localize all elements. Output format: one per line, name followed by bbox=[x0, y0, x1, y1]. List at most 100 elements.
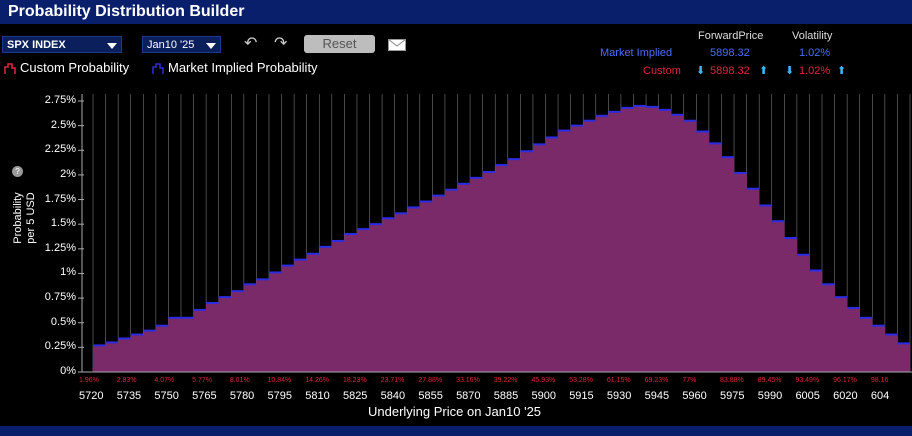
symbol-select[interactable]: SPX INDEX bbox=[2, 36, 122, 53]
legend-market-label: Market Implied Probability bbox=[168, 60, 318, 75]
probability-bar bbox=[306, 253, 320, 372]
probability-bar bbox=[130, 334, 144, 372]
cumulative-label: 77% bbox=[682, 377, 697, 384]
probability-bar bbox=[382, 218, 395, 372]
y-axis-title-line1: Probability bbox=[12, 192, 24, 244]
forward-header: ForwardPrice bbox=[698, 30, 764, 42]
probability-bar bbox=[105, 342, 119, 372]
probability-bar bbox=[771, 221, 785, 372]
mail-icon[interactable] bbox=[388, 38, 406, 56]
market-volatility: 1.02% bbox=[799, 47, 831, 59]
cumulative-label: 2.83% bbox=[116, 377, 137, 384]
cumulative-label: 33.16% bbox=[456, 377, 480, 384]
toolbar: SPX INDEX Jan10 '25 ↶ ↷ Reset Custom Pro… bbox=[0, 28, 912, 88]
x-tick-label: 5765 bbox=[192, 390, 217, 402]
probability-bar bbox=[595, 115, 609, 373]
x-tick-label: 5840 bbox=[380, 390, 406, 402]
market-bars-icon bbox=[152, 63, 164, 74]
arrow-down-icon[interactable]: ⬇ bbox=[696, 65, 706, 77]
x-tick-label: 5975 bbox=[720, 390, 745, 402]
probability-bar bbox=[457, 183, 471, 372]
probability-bar bbox=[884, 334, 898, 372]
probability-bar bbox=[847, 307, 861, 372]
chevron-down-icon bbox=[107, 43, 117, 49]
cumulative-label: 96.17% bbox=[833, 377, 857, 384]
y-tick-label: 1.75% bbox=[44, 192, 76, 205]
y-tick-label: 0.75% bbox=[44, 291, 76, 304]
x-tick-label: 5885 bbox=[493, 390, 519, 402]
probability-bar bbox=[444, 189, 458, 372]
probability-bar bbox=[759, 205, 773, 372]
cumulative-label: 8.01% bbox=[229, 377, 250, 384]
probability-bar bbox=[834, 297, 848, 372]
chevron-down-icon bbox=[206, 43, 216, 49]
cumulative-label: 93.49% bbox=[795, 377, 820, 384]
x-tick-label: 5900 bbox=[531, 390, 556, 402]
cumulative-label: 69.23% bbox=[644, 377, 669, 384]
probability-bar bbox=[784, 237, 798, 372]
probability-bar bbox=[432, 195, 446, 372]
probability-bar bbox=[683, 120, 697, 372]
probability-bar bbox=[180, 317, 194, 372]
probability-bar bbox=[356, 229, 370, 372]
cumulative-label: 45.93% bbox=[531, 377, 556, 384]
cumulative-label: 61.15% bbox=[606, 377, 631, 384]
undo-icon[interactable]: ↶ bbox=[244, 35, 258, 52]
probability-bar bbox=[570, 125, 584, 373]
probability-bar bbox=[331, 240, 345, 372]
x-tick-label: 6020 bbox=[833, 390, 858, 402]
probability-bar bbox=[507, 159, 521, 372]
y-tick-label: 0.5% bbox=[50, 315, 76, 328]
probability-bar bbox=[206, 303, 219, 372]
probability-bar bbox=[734, 172, 747, 372]
probability-bar bbox=[256, 279, 270, 372]
cumulative-label: 53.28% bbox=[569, 377, 593, 384]
probability-bar bbox=[118, 338, 132, 372]
arrow-up-icon[interactable]: ⬆ bbox=[837, 65, 847, 77]
probability-bar bbox=[721, 157, 735, 372]
probability-bar bbox=[231, 291, 245, 372]
probability-bar bbox=[143, 330, 157, 372]
x-tick-label: 5930 bbox=[606, 390, 632, 402]
probability-bar bbox=[294, 259, 307, 372]
volatility-header: Volatility bbox=[792, 30, 833, 42]
probability-bar bbox=[407, 207, 421, 372]
custom-volatility[interactable]: 1.02% bbox=[799, 65, 831, 77]
cumulative-label: 5.77% bbox=[192, 377, 212, 384]
custom-forward[interactable]: 5898.32 bbox=[710, 65, 750, 77]
x-tick-label: 5915 bbox=[569, 390, 594, 402]
help-icon[interactable]: ? bbox=[12, 166, 23, 177]
redo-icon[interactable]: ↷ bbox=[274, 35, 288, 52]
probability-bar bbox=[671, 114, 685, 373]
arrow-down-icon[interactable]: ⬇ bbox=[785, 65, 795, 77]
x-tick-label: 5795 bbox=[267, 390, 293, 402]
probability-bar bbox=[218, 297, 232, 372]
probability-bar bbox=[168, 317, 182, 372]
cumulative-label: 39.22% bbox=[493, 377, 518, 384]
probability-bar bbox=[658, 109, 672, 373]
legend-market[interactable]: Market Implied Probability bbox=[152, 60, 318, 75]
probability-bar bbox=[545, 137, 559, 372]
probability-bar bbox=[558, 130, 571, 372]
probability-bar bbox=[822, 284, 835, 372]
probability-bar bbox=[394, 213, 408, 372]
x-tick-label: 5825 bbox=[342, 390, 368, 402]
market-label: Market Implied bbox=[600, 47, 673, 59]
expiry-value: Jan10 '25 bbox=[147, 39, 195, 51]
reset-button[interactable]: Reset bbox=[304, 35, 375, 53]
cumulative-label: 89.45% bbox=[757, 377, 782, 384]
y-tick-label: 0.25% bbox=[44, 340, 76, 353]
y-tick-label: 0% bbox=[60, 365, 76, 377]
x-axis-title: Underlying Price on Jan10 '25 bbox=[368, 404, 542, 419]
cumulative-label: 98.16 bbox=[870, 377, 889, 384]
legend-custom[interactable]: Custom Probability bbox=[4, 60, 129, 75]
arrow-up-icon[interactable]: ⬆ bbox=[759, 65, 769, 77]
y-tick-label: 2.5% bbox=[50, 118, 76, 131]
x-tick-label: 6005 bbox=[795, 390, 820, 402]
expiry-select[interactable]: Jan10 '25 bbox=[142, 36, 221, 53]
probability-bar bbox=[708, 143, 722, 372]
y-tick-label: 2.25% bbox=[44, 143, 76, 156]
x-tick-label: 5945 bbox=[644, 390, 670, 402]
probability-bar bbox=[859, 317, 873, 372]
y-tick-label: 1% bbox=[60, 266, 76, 279]
